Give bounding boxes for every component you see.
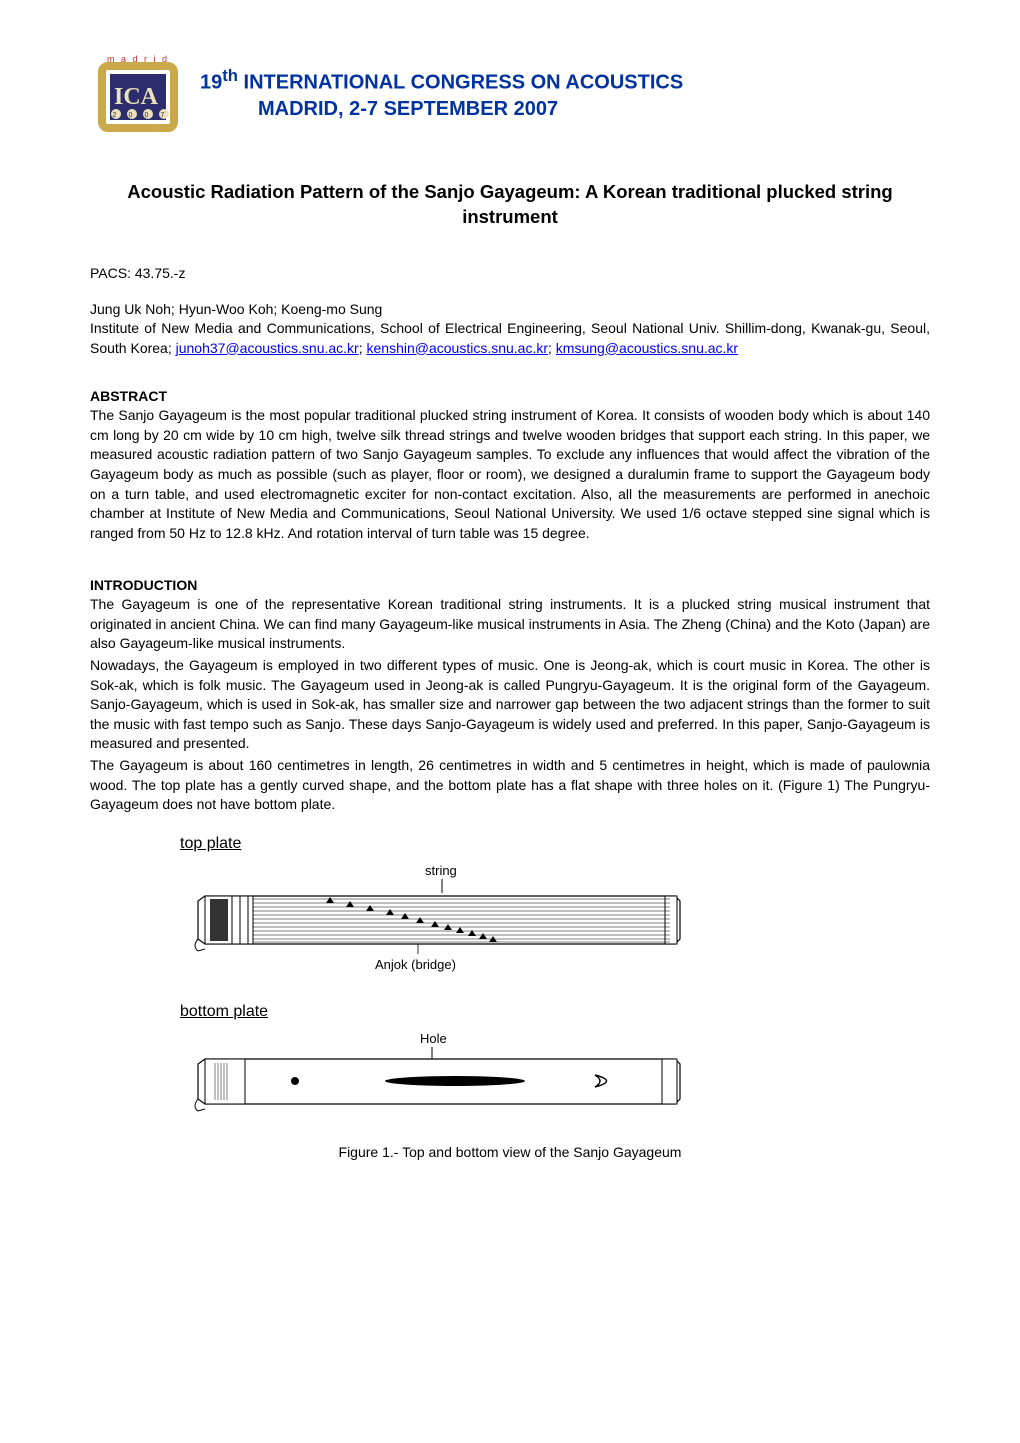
congress-title: 19th INTERNATIONAL CONGRESS ON ACOUSTICS… [200,50,683,122]
email-link-1[interactable]: junoh37@acoustics.snu.ac.kr [176,340,359,356]
email-link-2[interactable]: kenshin@acoustics.snu.ac.kr [367,340,549,356]
svg-text:0: 0 [145,112,149,119]
page-header: m a d r i d ICA 2 0 0 7 19th INTERNATION… [90,50,930,140]
bottom-plate-diagram: Hole [180,1029,700,1119]
affiliation-block: Institute of New Media and Communication… [90,319,930,358]
top-plate-label: top plate [180,835,930,853]
intro-para-1: The Gayageum is one of the representativ… [90,595,930,654]
svg-text:string: string [425,863,457,878]
pacs-code: PACS: 43.75.-z [90,265,930,281]
svg-text:ICA: ICA [114,84,159,110]
abstract-heading: ABSTRACT [90,388,930,404]
svg-text:7: 7 [161,112,165,119]
abstract-text: The Sanjo Gayageum is the most popular t… [90,406,930,543]
svg-text:Hole: Hole [420,1031,447,1046]
top-plate-diagram: string [180,861,700,991]
paper-title: Acoustic Radiation Pattern of the Sanjo … [90,180,930,230]
figure-1: top plate string [90,835,930,1119]
introduction-heading: INTRODUCTION [90,577,930,593]
authors-list: Jung Uk Noh; Hyun-Woo Koh; Koeng-mo Sung [90,301,930,317]
email-link-3[interactable]: kmsung@acoustics.snu.ac.kr [556,340,738,356]
conference-logo: m a d r i d ICA 2 0 0 7 [90,50,185,140]
intro-para-3: The Gayageum is about 160 centimetres in… [90,756,930,815]
svg-text:2: 2 [113,112,117,119]
intro-para-2: Nowadays, the Gayageum is employed in tw… [90,656,930,754]
svg-text:Anjok (bridge): Anjok (bridge) [375,957,456,972]
svg-text:0: 0 [129,112,133,119]
figure-1-caption: Figure 1.- Top and bottom view of the Sa… [90,1144,930,1160]
bottom-plate-label: bottom plate [180,1003,930,1021]
